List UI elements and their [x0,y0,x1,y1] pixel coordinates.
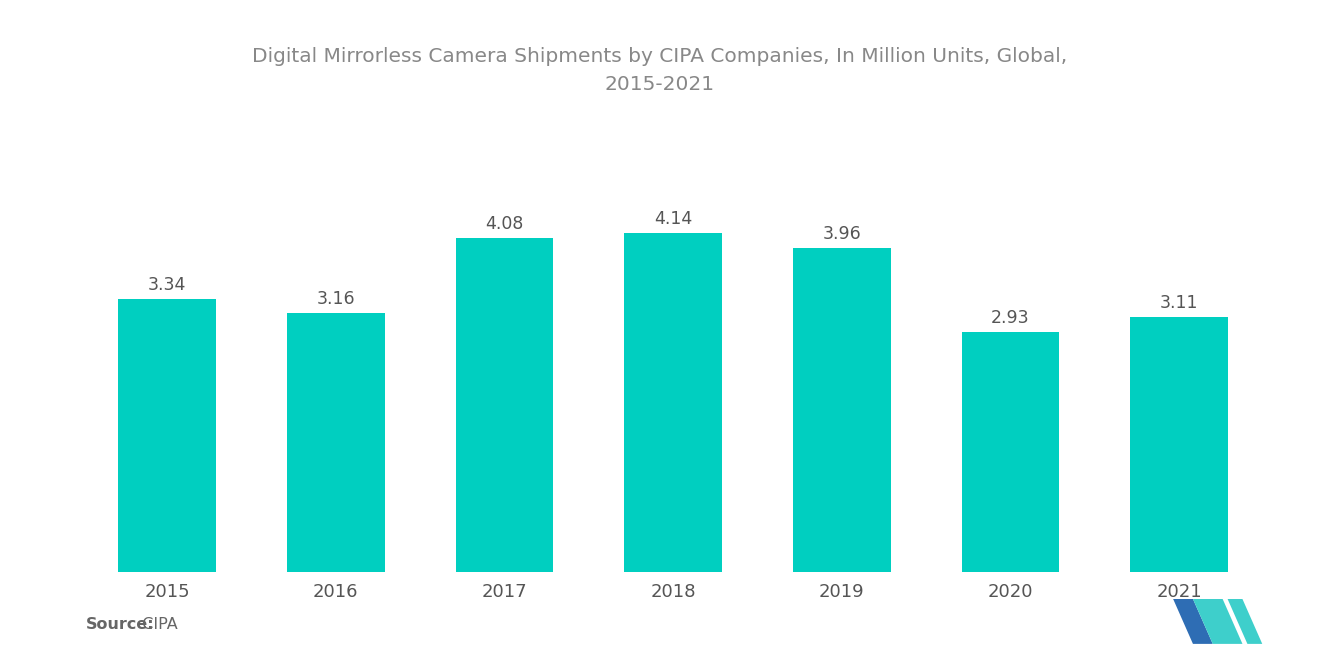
Bar [286,313,385,572]
Text: 3.96: 3.96 [822,225,861,243]
Text: Digital Mirrorless Camera Shipments by CIPA Companies, In Million Units, Global,: Digital Mirrorless Camera Shipments by C… [252,47,1068,94]
Polygon shape [1173,599,1213,644]
Polygon shape [1193,599,1242,644]
Text: 3.34: 3.34 [148,275,186,294]
Bar [793,248,891,572]
Text: 2.93: 2.93 [991,309,1030,327]
Bar [119,299,216,572]
Bar [455,238,553,572]
Bar [1130,317,1228,572]
Bar [961,332,1060,572]
Text: Source:: Source: [86,616,154,632]
Text: 4.08: 4.08 [486,215,524,233]
Text: 3.16: 3.16 [317,291,355,309]
Bar [624,233,722,572]
Text: 3.11: 3.11 [1160,295,1199,313]
Polygon shape [1228,599,1262,644]
Text: 4.14: 4.14 [655,210,692,228]
Text: CIPA: CIPA [132,616,178,632]
